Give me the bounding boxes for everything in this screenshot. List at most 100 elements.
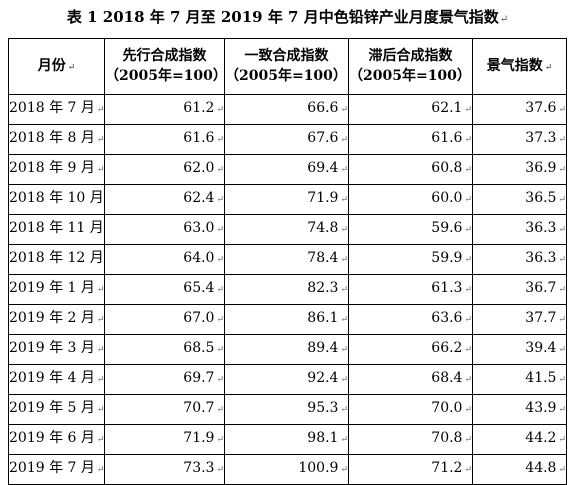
cell-prosperity-index: 37.6 ↵ — [472, 94, 567, 125]
cell-coincident-index-value: 71.9 — [307, 190, 339, 206]
cell-prosperity-index: 44.8 ↵ — [472, 454, 567, 485]
cell-leading-index-value: 61.2 — [183, 100, 215, 116]
paragraph-mark-icon: ↵ — [558, 375, 566, 385]
cell-prosperity-index-value: 36.9 — [525, 160, 557, 176]
cell-lagging-index: 70.0 ↵ — [348, 394, 473, 425]
cell-lagging-index: 70.8 ↵ — [348, 424, 473, 455]
paragraph-mark-icon: ↵ — [558, 135, 566, 145]
cell-lagging-index-value: 70.8 — [431, 430, 463, 446]
header-month: 月份 ↵ — [8, 38, 105, 95]
header-lagging-label: 滞后合成指数 — [368, 47, 453, 64]
cell-lagging-index-value: 61.3 — [431, 280, 463, 296]
paragraph-mark-icon: ↵ — [499, 14, 509, 25]
paragraph-mark-icon: ↵ — [96, 135, 105, 145]
paragraph-mark-icon: ↵ — [67, 62, 76, 73]
cell-leading-index: 62.0 ↵ — [104, 154, 225, 185]
cell-month: 2019 年 4 月 ↵ — [8, 364, 105, 395]
cell-month-value: 2019 年 5 月 — [9, 400, 95, 416]
paragraph-mark-icon: ↵ — [216, 195, 224, 205]
cell-coincident-index-value: 98.1 — [307, 430, 339, 446]
paragraph-mark-icon: ↵ — [216, 105, 224, 115]
cell-lagging-index: 60.0 ↵ — [348, 184, 473, 215]
cell-lagging-index-value: 62.1 — [431, 100, 463, 116]
cell-month: 2019 年 1 月 ↵ — [8, 274, 105, 305]
paragraph-mark-icon: ↵ — [464, 405, 472, 415]
cell-prosperity-index-value: 37.6 — [525, 100, 557, 116]
paragraph-mark-icon: ↵ — [558, 225, 566, 235]
cell-month: 2019 年 3 月 ↵ — [8, 334, 105, 365]
cell-lagging-index-value: 60.0 — [431, 190, 463, 206]
cell-coincident-index-value: 74.8 — [307, 220, 339, 236]
cell-leading-index-value: 62.4 — [183, 190, 215, 206]
paragraph-mark-icon: ↵ — [558, 315, 566, 325]
paragraph-mark-icon: ↵ — [558, 435, 566, 445]
cell-lagging-index-value: 61.6 — [431, 130, 463, 146]
cell-leading-index: 71.9 ↵ — [104, 424, 225, 455]
cell-prosperity-index: 43.9 ↵ — [472, 394, 567, 425]
paragraph-mark-icon: ↵ — [96, 435, 105, 445]
cell-month-value: 2018 年 7 月 — [9, 100, 95, 116]
cell-coincident-index: 92.4 ↵ — [224, 364, 349, 395]
header-coincident-label: 一致合成指数 — [244, 47, 329, 64]
header-lagging-index: 滞后合成指数（2005年=100）↵ — [348, 38, 473, 95]
paragraph-mark-icon: ↵ — [340, 285, 348, 295]
cell-prosperity-index-value: 39.4 — [525, 340, 557, 356]
table-row: 2019 年 2 月 ↵ 67.0 ↵ 86.1 ↵ 63.6 ↵ 37.7 ↵ — [8, 304, 567, 335]
cell-leading-index: 65.4 ↵ — [104, 274, 225, 305]
table-row: 2019 年 5 月 ↵ 70.7 ↵ 95.3 ↵ 70.0 ↵ 43.9 ↵ — [8, 394, 567, 425]
cell-coincident-index-value: 92.4 — [307, 370, 339, 386]
table-body: 2018 年 7 月 ↵ 61.2 ↵ 66.6 ↵ 62.1 ↵ 37.6 ↵ 2018 年 8 … — [8, 94, 567, 485]
table-row: 2018 年 11 月↵63.0↵74.8↵59.6↵36.3↵ — [8, 214, 567, 245]
cell-leading-index: 64.0 ↵ — [104, 244, 225, 275]
cell-coincident-index: 69.4 ↵ — [224, 154, 349, 185]
cell-prosperity-index: 36.7 ↵ — [472, 274, 567, 305]
table-title: 表 1 2018 年 7 月至 2019 年 7 月中色铅锌产业月度景气指数↵ — [0, 6, 575, 28]
cell-lagging-index: 61.6 ↵ — [348, 124, 473, 155]
cell-leading-index: 73.3 ↵ — [104, 454, 225, 485]
cell-lagging-index: 62.1 ↵ — [348, 94, 473, 125]
cell-month: 2018 年 7 月 ↵ — [8, 94, 105, 125]
paragraph-mark-icon: ↵ — [216, 135, 224, 145]
cell-month: 2019 年 6 月 ↵ — [8, 424, 105, 455]
paragraph-mark-icon: ↵ — [340, 195, 348, 205]
cell-month-value: 2018 年 10 月 — [9, 190, 104, 206]
paragraph-mark-icon: ↵ — [340, 405, 348, 415]
cell-coincident-index: 98.1 ↵ — [224, 424, 349, 455]
cell-month: 2018 年 9 月 ↵ — [8, 154, 105, 185]
cell-lagging-index-value: 71.2 — [431, 460, 463, 476]
header-prosperity-index: 景气指数 ↵ — [472, 38, 567, 95]
paragraph-mark-icon: ↵ — [464, 285, 472, 295]
header-leading-label: 先行合成指数 — [122, 47, 207, 64]
cell-prosperity-index-value: 41.5 — [525, 370, 557, 386]
cell-leading-index: 70.7 ↵ — [104, 394, 225, 425]
cell-coincident-index: 100.9 ↵ — [224, 454, 349, 485]
cell-coincident-index: 89.4 ↵ — [224, 334, 349, 365]
cell-lagging-index: 59.9 ↵ — [348, 244, 473, 275]
paragraph-mark-icon: ↵ — [340, 135, 348, 145]
paragraph-mark-icon: ↵ — [464, 435, 472, 445]
cell-leading-index: 63.0 ↵ — [104, 214, 225, 245]
cell-prosperity-index: 36.3 ↵ — [472, 244, 567, 275]
paragraph-mark-icon: ↵ — [464, 375, 472, 385]
cell-lagging-index: 61.3 ↵ — [348, 274, 473, 305]
cell-month-value: 2019 年 4 月 — [9, 370, 95, 386]
cell-lagging-index-value: 63.6 — [431, 310, 463, 326]
table-row: 2018 年 7 月 ↵ 61.2 ↵ 66.6 ↵ 62.1 ↵ 37.6 ↵ — [8, 94, 567, 125]
cell-leading-index-value: 65.4 — [183, 280, 215, 296]
index-table: 月份↵ 先行合成指数 （2005年=100） ↵ 一致合成指数 （2005年=100）… — [8, 38, 567, 485]
paragraph-mark-icon: ↵ — [96, 315, 105, 325]
header-leading-base: （2005年=100） — [105, 67, 225, 84]
cell-coincident-index: 66.6 ↵ — [224, 94, 349, 125]
header-lagging-base: （2005年=100） — [349, 67, 471, 84]
paragraph-mark-icon: ↵ — [340, 375, 348, 385]
cell-leading-index-value: 73.3 — [183, 460, 215, 476]
paragraph-mark-icon: ↵ — [340, 345, 348, 355]
paragraph-mark-icon: ↵ — [464, 105, 472, 115]
cell-lagging-index: 71.2 ↵ — [348, 454, 473, 485]
cell-prosperity-index-value: 36.7 — [525, 280, 557, 296]
paragraph-mark-icon: ↵ — [464, 135, 472, 145]
paragraph-mark-icon: ↵ — [96, 165, 105, 175]
cell-coincident-index-value: 69.4 — [307, 160, 339, 176]
cell-prosperity-index: 41.5 ↵ — [472, 364, 567, 395]
paragraph-mark-icon: ↵ — [464, 345, 472, 355]
